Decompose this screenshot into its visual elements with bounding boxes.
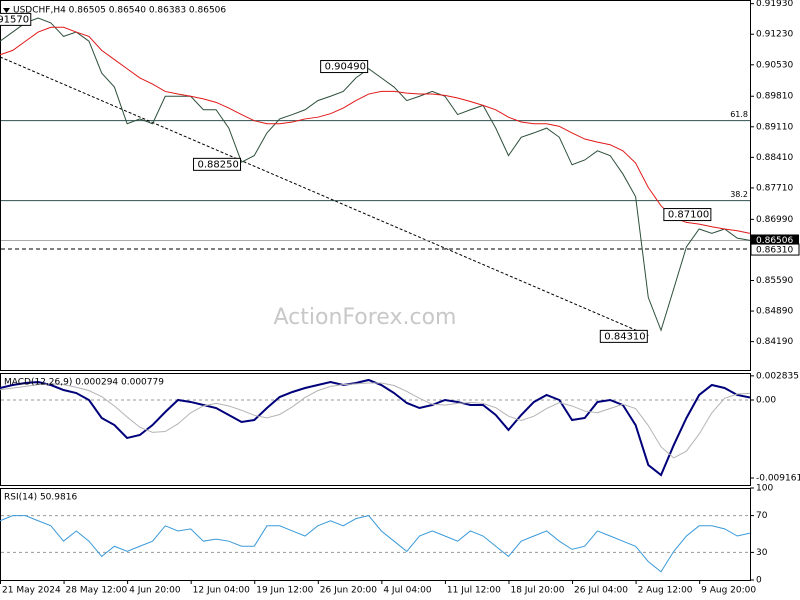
y-tick-label: 0.00: [756, 395, 776, 405]
fib-label: 61.8: [730, 110, 748, 119]
x-tick-label: 4 Jun 20:00: [129, 586, 181, 596]
last-price-label: 0.86506: [756, 236, 793, 246]
annotation-label: 0.91570: [0, 14, 29, 25]
y-tick-label: 70: [756, 511, 768, 521]
y-tick-label: 0.89110: [756, 122, 793, 132]
x-tick-label: 26 Jul 04:00: [574, 586, 628, 596]
y-tick-label: 0.86990: [756, 215, 793, 225]
support-box: [750, 243, 800, 256]
y-tick-label: -0.009161: [756, 474, 800, 484]
annotation-label: 0.84310: [604, 331, 645, 342]
panel-frame: [0, 488, 751, 581]
y-tick-label: 0.002835: [756, 371, 799, 381]
panel-frame: [0, 373, 751, 486]
panel-title: RSI(14) 50.9816: [4, 493, 77, 503]
last-price-box: [751, 234, 799, 246]
x-tick-label: 28 May 12:00: [66, 586, 128, 596]
y-tick-label: 0.88410: [756, 153, 793, 163]
annotation-label: 0.90490: [325, 62, 366, 73]
y-tick-label: 0.91230: [756, 30, 793, 40]
series-line: [0, 26, 751, 234]
annotation-box: [599, 329, 648, 343]
fib-label: 38.2: [730, 190, 748, 199]
annotation-box: [0, 12, 32, 26]
annotation-box: [320, 60, 369, 74]
x-tick-label: 18 Jul 20:00: [510, 586, 564, 596]
watermark: ActionForex.com: [274, 305, 457, 330]
y-tick-label: 100: [756, 484, 773, 494]
chart-title: USDCHF,H4 0.86505 0.86540 0.86383 0.8650…: [13, 6, 226, 16]
series-line: [0, 515, 751, 573]
y-tick-label: 0.91930: [756, 0, 793, 9]
x-tick-label: 11 Jul 12:00: [447, 586, 501, 596]
x-tick-label: 21 May 2024: [2, 586, 61, 596]
panel-title: MACD(12,26,9) 0.000294 0.000779: [4, 378, 164, 388]
support-label: 0.86310: [756, 246, 793, 256]
y-tick-label: 0.90530: [756, 60, 793, 70]
y-tick-label: 30: [756, 548, 768, 558]
x-tick-label: 4 Jul 04:00: [383, 586, 432, 596]
y-tick-label: 0.89810: [756, 92, 793, 102]
x-tick-label: 2 Aug 12:00: [638, 586, 693, 596]
x-tick-label: 19 Jun 12:00: [256, 586, 313, 596]
y-tick-label: 0.87710: [756, 183, 793, 193]
y-tick-label: 0.85590: [756, 276, 793, 286]
menu-arrow: [3, 8, 10, 13]
x-tick-label: 12 Jun 04:00: [193, 586, 250, 596]
x-tick-label: 9 Aug 20:00: [701, 586, 756, 596]
y-tick-label: 0.84190: [756, 337, 793, 347]
annotation-label: 0.88250: [198, 159, 239, 170]
y-tick-label: 0: [756, 576, 762, 586]
annotation-label: 0.87100: [668, 210, 709, 221]
annotation-box: [193, 157, 242, 171]
y-tick-label: 0.84890: [756, 307, 793, 317]
trendline: [0, 56, 649, 336]
annotation-box: [663, 208, 712, 222]
x-tick-label: 26 Jun 20:00: [320, 586, 377, 596]
series-line: [0, 17, 751, 332]
panel-frame: [0, 0, 751, 371]
series-line: [0, 382, 751, 459]
